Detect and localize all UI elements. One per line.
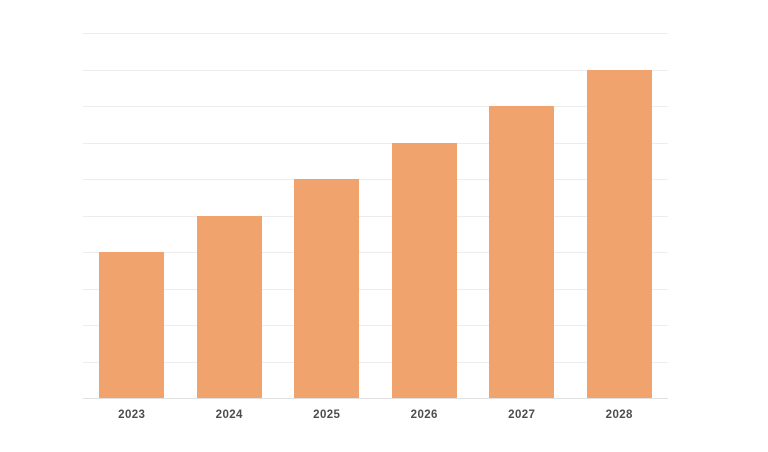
gridline [83, 325, 668, 326]
gridline [83, 361, 668, 363]
x-tick-label-2024: 2024 [215, 409, 243, 421]
x-axis-baseline [83, 398, 668, 399]
gridline [83, 142, 668, 144]
gridline [83, 179, 668, 180]
gridline [83, 33, 668, 34]
x-tick-label-2027: 2027 [508, 409, 536, 421]
bar-2027 [489, 106, 555, 398]
gridline [83, 106, 668, 107]
x-tick-label-2028: 2028 [605, 409, 633, 421]
gridline [83, 288, 668, 290]
bar-2024 [196, 215, 262, 398]
x-tick-label-2023: 2023 [118, 409, 146, 421]
x-axis: 2023 2024 2025 2026 2027 2028 [83, 33, 668, 452]
plot-area [83, 33, 668, 399]
bar-2023 [99, 252, 165, 398]
bar-2026 [391, 142, 457, 398]
gridline [83, 252, 668, 253]
x-tick-label-2026: 2026 [410, 409, 438, 421]
bar-2028 [586, 69, 652, 398]
bar-2025 [294, 179, 360, 398]
gridline [83, 69, 668, 71]
x-tick-label-2025: 2025 [313, 409, 341, 421]
gridline [83, 215, 668, 217]
